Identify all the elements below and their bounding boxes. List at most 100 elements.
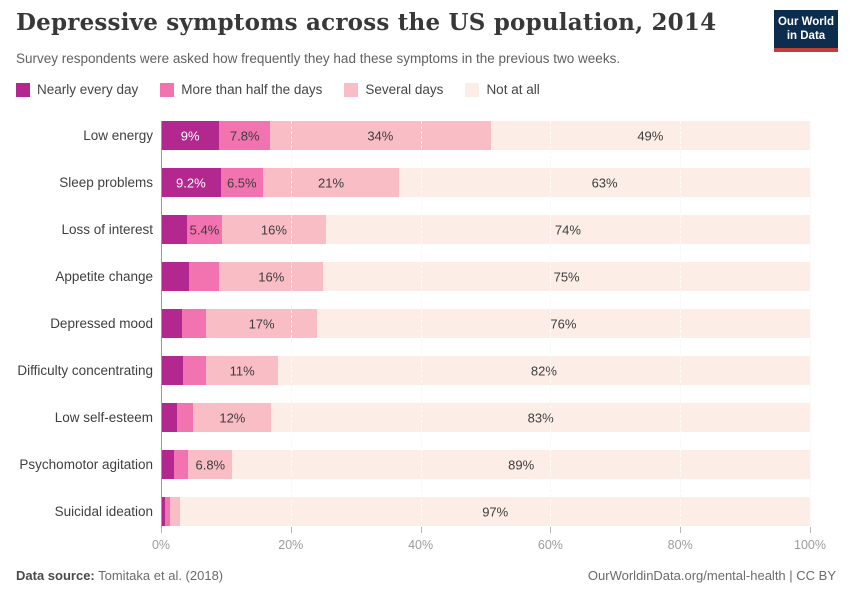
bar-segment-not-at-all[interactable]: 49% (490, 121, 810, 150)
bar-segment-several-days[interactable]: 12% (193, 403, 272, 432)
segment-value-label: 6.5% (226, 175, 257, 190)
segment-value-label: 9% (180, 128, 200, 143)
chart-row-depressed-mood: Depressed mood 17% 76% (0, 300, 850, 347)
bar-rows: Low energy 9% 7.8% 34% 49% Sleep problems 9.2%… (0, 112, 850, 535)
chart-row-low-self-esteem: Low self-esteem 12% 83% (0, 394, 850, 441)
bar-segment-more-than-half-the-days[interactable] (164, 497, 171, 526)
legend-item-not-at-all[interactable]: Not at all (465, 82, 540, 97)
chart-row-low-energy: Low energy 9% 7.8% 34% 49% (0, 112, 850, 159)
bar-segment-not-at-all[interactable]: 76% (316, 309, 810, 338)
segment-value-label: 11% (229, 363, 255, 378)
bar-appetite-change: 16% 75% (161, 262, 810, 291)
bar-segment-several-days[interactable]: 16% (221, 215, 326, 244)
chart-row-psychomotor-agitation: Psychomotor agitation 6.8% 89% (0, 441, 850, 488)
x-axis-tick-label: 100% (794, 538, 826, 552)
x-axis-tick (680, 527, 682, 533)
bar-segment-more-than-half-the-days[interactable] (181, 309, 207, 338)
bar-segment-several-days[interactable]: 21% (262, 168, 400, 197)
bar-segment-several-days[interactable]: 17% (206, 309, 317, 338)
bar-suicidal-ideation: 97% (161, 497, 810, 526)
bar-segment-not-at-all[interactable]: 89% (232, 450, 810, 479)
bar-segment-nearly-every-day[interactable]: 9% (161, 121, 220, 150)
legend-label: Several days (365, 82, 444, 97)
x-axis-tick-label: 40% (408, 538, 434, 552)
x-axis-tick-label: 0% (151, 538, 171, 552)
bar-segment-several-days[interactable]: 11% (206, 356, 278, 385)
bar-segment-not-at-all[interactable]: 82% (277, 356, 810, 385)
bar-segment-not-at-all[interactable]: 63% (399, 168, 810, 197)
bar-segment-nearly-every-day[interactable] (161, 356, 184, 385)
bar-segment-more-than-half-the-days[interactable]: 5.4% (186, 215, 222, 244)
segment-value-label: 12% (219, 410, 246, 425)
bar-depressed-mood: 17% 76% (161, 309, 810, 338)
bar-segment-not-at-all[interactable]: 74% (325, 215, 810, 244)
bar-segment-more-than-half-the-days[interactable]: 6.5% (220, 168, 263, 197)
bar-low-energy: 9% 7.8% 34% 49% (161, 121, 810, 150)
chart-subtitle: Survey respondents were asked how freque… (16, 51, 621, 66)
segment-value-label: 97% (482, 504, 509, 519)
footer-source-text: Tomitaka et al. (2018) (94, 568, 224, 583)
footer-source[interactable]: Data source: Tomitaka et al. (2018) (16, 568, 223, 583)
owid-logo[interactable]: Our World in Data (774, 10, 838, 52)
owid-logo-line1: Our World (777, 16, 834, 28)
x-axis-tick (420, 527, 422, 533)
segment-value-label: 63% (591, 175, 618, 190)
bar-loss-of-interest: 5.4% 16% 74% (161, 215, 810, 244)
segment-value-label: 21% (318, 175, 345, 190)
category-label: Depressed mood (50, 316, 153, 331)
legend-item-more-than-half-the-days[interactable]: More than half the days (160, 82, 322, 97)
segment-value-label: 16% (258, 269, 285, 284)
bar-segment-several-days[interactable]: 6.8% (188, 450, 233, 479)
legend-item-nearly-every-day[interactable]: Nearly every day (16, 82, 138, 97)
bar-segment-nearly-every-day[interactable] (161, 403, 177, 432)
bar-segment-not-at-all[interactable]: 83% (271, 403, 810, 432)
segment-value-label: 49% (637, 128, 664, 143)
segment-value-label: 89% (508, 457, 535, 472)
bar-segment-several-days[interactable]: 34% (270, 121, 491, 150)
segment-value-label: 75% (553, 269, 580, 284)
category-label: Low self-esteem (54, 410, 153, 425)
category-label: Suicidal ideation (54, 504, 153, 519)
bar-segment-not-at-all[interactable]: 97% (180, 497, 810, 526)
bar-segment-not-at-all[interactable]: 75% (323, 262, 810, 291)
bar-segment-more-than-half-the-days[interactable] (176, 403, 194, 432)
bar-low-self-esteem: 12% 83% (161, 403, 810, 432)
bar-segment-more-than-half-the-days[interactable]: 7.8% (219, 121, 271, 150)
bar-sleep-problems: 9.2% 6.5% 21% 63% (161, 168, 810, 197)
chart-row-appetite-change: Appetite change 16% 75% (0, 253, 850, 300)
bar-segment-nearly-every-day[interactable] (161, 309, 182, 338)
owid-logo-line2: in Data (786, 30, 826, 43)
bar-psychomotor-agitation: 6.8% 89% (161, 450, 810, 479)
segment-value-label: 83% (527, 410, 554, 425)
bar-segment-nearly-every-day[interactable] (161, 497, 165, 526)
bar-segment-more-than-half-the-days[interactable] (173, 450, 189, 479)
chart-row-loss-of-interest: Loss of interest 5.4% 16% 74% (0, 206, 850, 253)
bar-segment-several-days[interactable] (170, 497, 181, 526)
legend-swatch (16, 82, 30, 97)
bar-segment-nearly-every-day[interactable] (161, 215, 187, 244)
segment-value-label: 34% (367, 128, 394, 143)
segment-value-label: 9.2% (176, 175, 206, 190)
x-axis-tick-label: 60% (537, 538, 563, 552)
legend-swatch (465, 82, 480, 97)
bar-segment-more-than-half-the-days[interactable] (188, 262, 220, 291)
bar-segment-nearly-every-day[interactable]: 9.2% (161, 168, 221, 197)
x-axis-tick-label: 80% (667, 538, 693, 552)
segment-value-label: 17% (248, 316, 275, 331)
bar-segment-more-than-half-the-days[interactable] (183, 356, 207, 385)
legend-swatch (160, 82, 175, 97)
legend-item-several-days[interactable]: Several days (344, 82, 443, 97)
category-label: Sleep problems (59, 175, 153, 190)
page-title: Depressive symptoms across the US popula… (16, 9, 717, 36)
bar-segment-several-days[interactable]: 16% (219, 262, 324, 291)
chart-row-suicidal-ideation: Suicidal ideation 97% (0, 488, 850, 535)
bar-segment-nearly-every-day[interactable] (161, 262, 189, 291)
segment-value-label: 7.8% (229, 128, 260, 143)
legend-label: Not at all (486, 82, 540, 97)
segment-value-label: 76% (550, 316, 577, 331)
segment-value-label: 74% (554, 222, 581, 237)
segment-value-label: 5.4% (189, 222, 220, 237)
bar-segment-nearly-every-day[interactable] (161, 450, 174, 479)
footer-credit[interactable]: OurWorldinData.org/mental-health | CC BY (587, 568, 836, 583)
